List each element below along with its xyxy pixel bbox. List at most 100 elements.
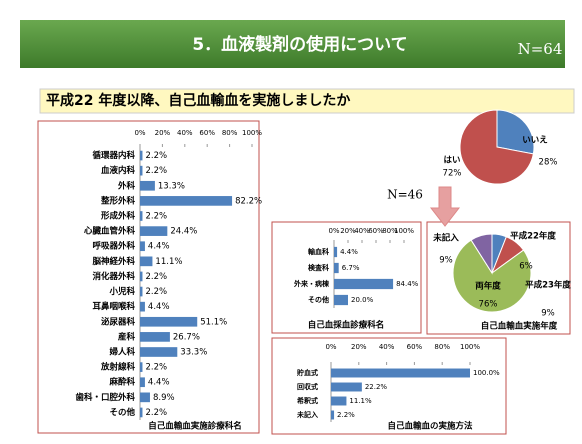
pie-slice <box>452 239 532 313</box>
bar <box>331 382 362 392</box>
value-label: 22.2% <box>365 383 388 391</box>
slice-value: 28% <box>539 158 558 168</box>
pie-slice <box>470 233 493 275</box>
value-label: 2.2% <box>145 408 167 418</box>
header-title: 5．血液製剤の使用について <box>192 34 407 55</box>
category-label: 泌尿器科 <box>101 316 136 327</box>
category-label: 貯血式 <box>297 368 318 377</box>
value-label: 4.4% <box>148 242 170 252</box>
category-label: 消化器外科 <box>92 271 135 282</box>
bar <box>334 278 394 290</box>
category-label: 放射線科 <box>100 362 136 373</box>
value-label: 84.4% <box>396 280 419 288</box>
value-label: 100.0% <box>473 369 500 377</box>
x-tick-label: 80% <box>222 129 238 137</box>
category-label: 整形外科 <box>101 195 136 206</box>
bar <box>140 165 143 176</box>
bar <box>331 396 347 406</box>
value-label: 82.2% <box>235 196 262 206</box>
value-label: 4.4% <box>340 248 358 256</box>
x-tick-label: 20% <box>155 129 171 137</box>
chart-title: 自己血輸血実施年度 <box>481 321 558 332</box>
value-label: 51.1% <box>200 317 227 327</box>
bar <box>140 286 143 297</box>
value-label: 20.0% <box>351 296 374 304</box>
bar <box>140 150 143 161</box>
value-label: 11.1% <box>155 257 182 267</box>
bar <box>331 368 470 378</box>
header-bar <box>20 20 565 68</box>
bar <box>140 271 143 282</box>
bar <box>334 262 339 274</box>
bar <box>140 211 143 221</box>
sub-n: N=46 <box>387 188 423 202</box>
bar <box>140 196 233 206</box>
value-label: 6.7% <box>342 264 360 272</box>
category-label: 耳鼻咽喉科 <box>92 301 135 312</box>
x-tick-label: 20% <box>351 343 367 351</box>
category-label: 希釈式 <box>296 396 318 405</box>
category-label: その他 <box>308 295 329 304</box>
category-label: 麻酔科 <box>108 377 135 388</box>
x-tick-label: 20% <box>340 227 356 235</box>
x-tick-label: 60% <box>407 343 423 351</box>
bar <box>140 180 155 191</box>
value-label: 13.3% <box>158 181 185 191</box>
box <box>271 337 507 435</box>
category-label: 心臓血管外科 <box>84 226 136 237</box>
x-tick-label: 0% <box>134 129 145 137</box>
category-label: 検査科 <box>308 263 329 272</box>
bar <box>140 301 145 312</box>
arrow <box>429 186 461 227</box>
slice-label: 未記入 <box>432 233 459 244</box>
value-label: 24.4% <box>170 227 197 237</box>
x-tick-label: 80% <box>382 227 398 235</box>
value-label: 4.4% <box>148 302 170 312</box>
slice-label: 両年度 <box>475 281 501 292</box>
slice-value: 76% <box>479 300 498 310</box>
x-tick-label: 60% <box>368 227 384 235</box>
slice-value: 9% <box>439 256 453 266</box>
slice-label: はい <box>443 156 460 166</box>
category-label: 脳神経外科 <box>91 256 135 267</box>
category-label: 形成外科 <box>101 211 136 222</box>
bar <box>140 377 145 388</box>
value-label: 33.3% <box>180 348 207 358</box>
box <box>37 120 260 434</box>
category-label: 血液内科 <box>101 165 136 176</box>
category-label: 輸血科 <box>308 247 329 256</box>
value-label: 11.1% <box>349 397 372 405</box>
value-label: 2.2% <box>145 151 167 161</box>
category-label: 産科 <box>118 331 136 342</box>
bar <box>140 332 170 342</box>
header-n: N=64 <box>518 40 563 58</box>
box <box>271 221 422 334</box>
value-label: 2.2% <box>145 287 167 297</box>
x-tick-label: 0% <box>328 227 339 235</box>
x-tick-label: 100% <box>242 129 262 137</box>
x-tick-label: 40% <box>354 227 370 235</box>
pie-slice <box>496 109 535 155</box>
bar <box>334 294 348 306</box>
category-label: 回収式 <box>297 382 318 391</box>
category-label: 外科 <box>117 180 136 191</box>
bar <box>140 362 143 372</box>
bar <box>140 316 198 327</box>
x-tick-label: 0% <box>325 343 336 351</box>
chart-title: 自己血輸血実施診療科名 <box>148 421 242 432</box>
slice-value: 9% <box>541 309 555 319</box>
chart-title: 自己血輸血の実施方法 <box>387 421 473 432</box>
category-label: 小児科 <box>108 286 135 297</box>
category-label: 呼吸器外科 <box>92 241 135 252</box>
category-label: 婦人科 <box>108 347 135 358</box>
question: 平成22 年度以降、自己血輸血を実施しましたか <box>46 92 350 109</box>
value-label: 4.4% <box>148 378 170 388</box>
value-label: 26.7% <box>173 332 200 342</box>
value-label: 2.2% <box>145 166 167 176</box>
x-tick-label: 40% <box>177 129 193 137</box>
x-tick-label: 80% <box>434 343 450 351</box>
question-bar <box>39 88 575 114</box>
box <box>426 221 571 335</box>
slice-value: 72% <box>443 169 462 179</box>
